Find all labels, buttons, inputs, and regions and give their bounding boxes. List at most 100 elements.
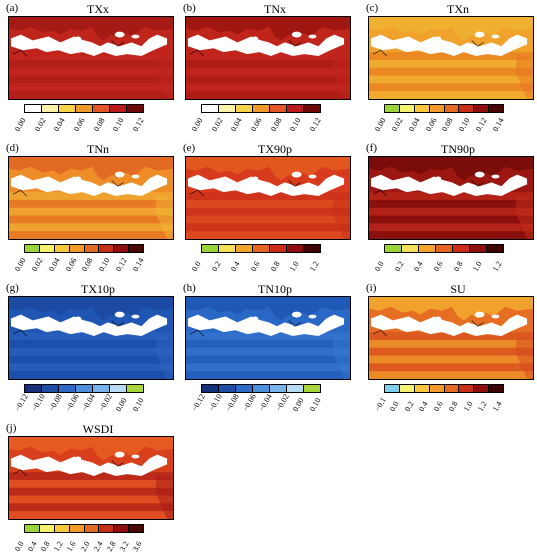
colorbar-tick-label: −0.10: [206, 392, 224, 413]
colorbar-ticks: 0.00 0.02 0.04 0.06 0.08 0.10 0.12: [190, 113, 323, 137]
map-panel-tn90p: (f) TN90p 0.0 0.2 0.4 0.6 0.8 1.0 1.2: [360, 140, 536, 273]
colorbar-swatch: [385, 105, 400, 112]
colorbar-swatch: [429, 105, 445, 112]
colorbar-swatch: [436, 245, 453, 252]
colorbar-swatch: [304, 105, 320, 112]
colorbar-tick-label: 0.02: [32, 116, 48, 133]
panel-tag: (i): [366, 282, 377, 294]
map-area: [8, 296, 174, 380]
colorbar-tick-label: 1.4: [490, 399, 504, 413]
colorbar-swatch: [402, 245, 419, 252]
colorbar-swatch: [399, 385, 415, 392]
colorbar-tick-label: 0.0: [189, 259, 203, 273]
map-area: [8, 436, 174, 520]
colorbar-tick-label: 2.0: [78, 539, 92, 553]
colorbar-swatch: [236, 105, 253, 112]
colorbar-swatch: [59, 105, 76, 112]
colorbar-swatch: [219, 385, 236, 392]
panel-tag: (e): [183, 142, 196, 154]
colorbar: [24, 524, 144, 533]
colorbar-swatch: [253, 105, 270, 112]
colorbar-tick-label: 0.12: [130, 116, 146, 133]
colorbar-tick-label: 0.0: [372, 259, 386, 273]
colorbar-tick-label: 0.08: [91, 116, 107, 133]
colorbar-tick-label: 0.04: [46, 256, 62, 273]
panel-title: TX10p: [81, 282, 115, 296]
colorbar-tick-label: −0.02: [274, 392, 292, 413]
map-area: [185, 16, 351, 100]
colorbar-swatch: [399, 105, 415, 112]
colorbar-swatch: [270, 245, 287, 252]
panel-tag: (f): [366, 142, 377, 154]
colorbar-tick-label: −0.04: [80, 392, 98, 413]
colorbar-tick-label: −0.04: [257, 392, 275, 413]
colorbar-tick-label: 0.10: [288, 116, 303, 133]
colorbar-swatch: [110, 105, 127, 112]
panel-title: SU: [450, 282, 466, 296]
colorbar-tick-label: 3.6: [130, 539, 144, 553]
colorbar-swatch: [304, 245, 320, 252]
colorbar-swatch: [385, 245, 402, 252]
colorbar-tick-label: 0.12: [307, 116, 323, 133]
colorbar-tick-label: 2.8: [104, 539, 118, 553]
map-area: [185, 156, 351, 240]
colorbar-swatch: [219, 245, 236, 252]
colorbar-swatch: [236, 245, 253, 252]
map-area: [368, 296, 534, 380]
colorbar: [201, 104, 321, 113]
colorbar-swatch: [84, 245, 100, 252]
colorbar-swatch: [253, 245, 270, 252]
colorbar-swatch: [459, 105, 475, 112]
colorbar-swatch: [474, 385, 490, 392]
colorbar-tick-label: −0.02: [97, 392, 115, 413]
colorbar-ticks: 0.00 0.02 0.04 0.06 0.08 0.10 0.12: [13, 113, 146, 137]
map-panel-tnx: (b) TNx 0.00 0.02 0.04 0.06 0.08 0.10 0.12: [177, 0, 353, 133]
colorbar-tick-label: 1.0: [461, 399, 475, 413]
colorbar-swatch: [253, 385, 270, 392]
colorbar-tick-label: 1.0: [288, 259, 301, 273]
colorbar-tick-label: 0.00: [290, 396, 306, 413]
map-panel-tx90p: (e) TX90p 0.0 0.2 0.4 0.6 0.8 1.0 1.2: [177, 140, 353, 273]
map-panel-tx10p: (g) TX10p −0.12 −0.10 −0.08 −0.06 −0.04 −0.02 0…: [0, 280, 176, 413]
colorbar-tick-label: 1.2: [52, 539, 65, 553]
colorbar-swatch: [287, 245, 304, 252]
colorbar-swatch: [39, 245, 55, 252]
colorbar-swatch: [444, 385, 460, 392]
colorbar-swatch: [202, 245, 219, 252]
colorbar: [201, 384, 321, 393]
colorbar-tick-label: 0.10: [130, 396, 146, 413]
colorbar-tick-label: 0.06: [71, 116, 87, 133]
colorbar-tick-label: 0.4: [25, 539, 39, 553]
colorbar: [24, 244, 144, 253]
colorbar-swatch: [444, 105, 460, 112]
map-area: [8, 156, 174, 240]
colorbar-swatch: [489, 385, 503, 392]
colorbar-swatch: [202, 385, 219, 392]
colorbar-tick-label: −0.10: [29, 392, 47, 413]
colorbar-swatch: [270, 105, 287, 112]
panel-title: TXx: [87, 2, 109, 16]
colorbar-tick-label: 0.8: [38, 539, 52, 553]
colorbar-tick-label: 0.14: [130, 256, 146, 273]
panel-tag: (j): [6, 422, 17, 434]
colorbar-swatch: [76, 385, 93, 392]
colorbar-swatch: [25, 245, 40, 252]
map-panel-txn: (c) TXn 0.00 0.02 0.04 0.06 0.08 0.10 0.12 0.14: [360, 0, 536, 133]
colorbar-tick-label: −0.06: [63, 392, 81, 413]
map-area: [185, 296, 351, 380]
colorbar-tick-label: 0.12: [473, 116, 489, 133]
colorbar-swatch: [69, 245, 85, 252]
colorbar: [24, 384, 144, 393]
colorbar-tick-label: −0.1: [372, 395, 388, 413]
colorbar-tick-label: 1.2: [490, 259, 504, 273]
colorbar-tick-label: 0.6: [248, 259, 262, 273]
colorbar-tick-label: 0.8: [451, 259, 465, 273]
panel-title: WSDI: [82, 422, 114, 436]
colorbar-swatch: [110, 385, 127, 392]
colorbar-swatch: [114, 245, 130, 252]
colorbar-tick-label: −0.08: [46, 392, 64, 413]
panel-tag: (c): [366, 2, 379, 14]
panel-title: TN10p: [258, 282, 292, 296]
map-panel-tn10p: (h) TN10p −0.12 −0.10 −0.08 −0.06 −0.04 −0.02 0…: [177, 280, 353, 413]
colorbar-swatch: [304, 385, 320, 392]
